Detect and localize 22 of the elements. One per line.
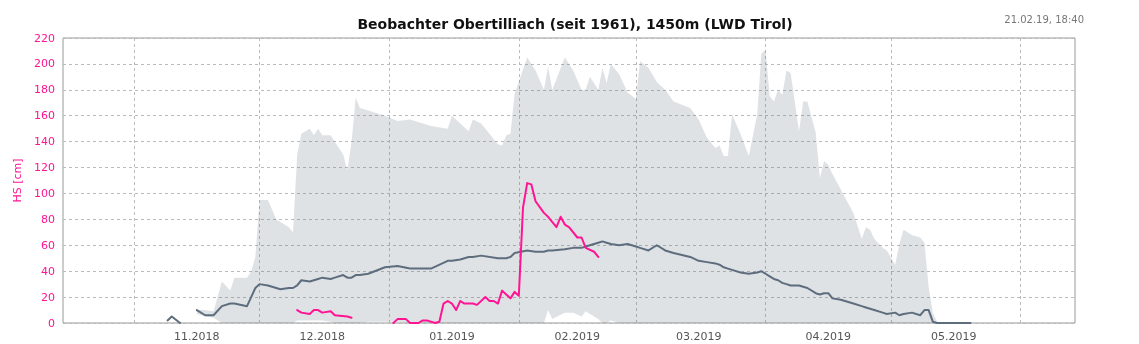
- y-tick-label: 200: [34, 57, 55, 71]
- y-tick-label: 180: [34, 83, 55, 97]
- text: 21.02.19, 18:40: [1004, 13, 1085, 25]
- chart-title: Beobachter Obertilliach (seit 1961), 1450m (LWD Tirol): [357, 16, 793, 32]
- y-tick-label: 20: [41, 290, 55, 304]
- y-tick-label: 120: [34, 161, 55, 175]
- x-tick-label: 01.2019: [429, 330, 475, 343]
- x-tick-label: 04.2019: [805, 330, 852, 343]
- x-tick-label: 05.2019: [930, 330, 977, 343]
- x-tick-label: 12.2018: [299, 330, 346, 343]
- y-tick-label: 220: [34, 31, 55, 45]
- y-tick-label: 0: [48, 316, 55, 330]
- x-tick-label: 02.2019: [554, 330, 601, 343]
- y-tick-label: 40: [41, 264, 55, 278]
- x-tick-label: 03.2019: [675, 330, 722, 343]
- y-tick-label: 140: [34, 135, 55, 149]
- y-tick-label: 100: [34, 186, 55, 200]
- y-tick-label: 160: [34, 109, 55, 123]
- x-tick-label: 11.2018: [174, 330, 220, 343]
- y-tick-label: 80: [41, 212, 55, 226]
- y-axis-title: HS [cm]: [11, 158, 25, 203]
- y-tick-label: 60: [41, 238, 55, 252]
